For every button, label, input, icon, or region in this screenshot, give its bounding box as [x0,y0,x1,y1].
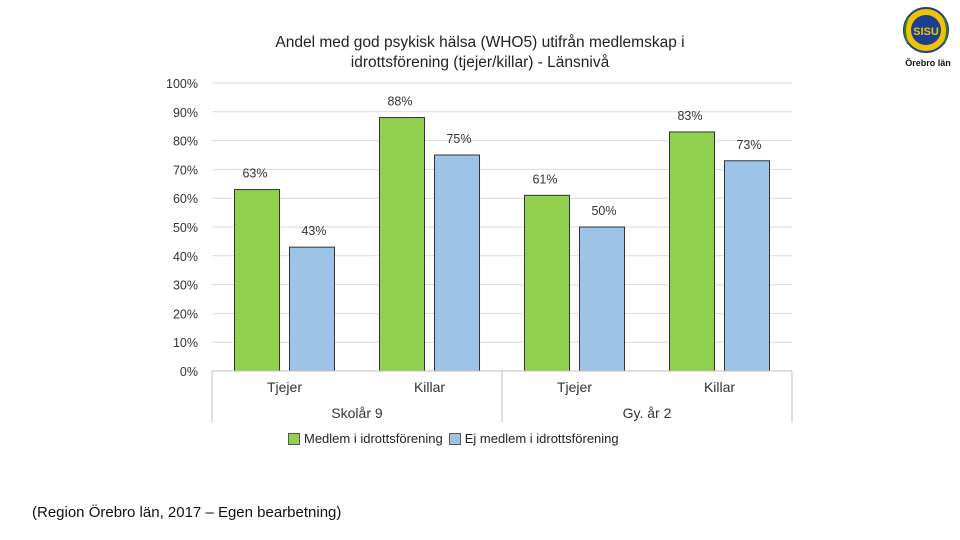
x-category-label: Tjejer [267,379,302,395]
legend-swatch-nonmember [448,432,461,445]
y-tick-label: 30% [173,279,198,293]
bar [379,117,425,372]
x-group-label: Skolår 9 [331,405,383,421]
x-category-label: Tjejer [557,379,592,395]
bars [234,117,770,372]
chart-title: Andel med god psykisk hälsa (WHO5) utifr… [200,33,760,73]
x-axis: Tjejer Killar Tjejer Killar Skolår 9 Gy. år 2 [211,370,793,422]
y-tick-label: 20% [173,307,198,321]
y-tick-label: 90% [173,106,198,120]
x-category-label: Killar [414,379,445,395]
data-label: 73% [736,138,761,152]
legend-swatch-member [288,432,300,445]
y-axis: 0% 10% 20% 30% 40% 50% 60% 70% 80% 90% 100% [166,77,198,379]
data-label: 61% [532,172,557,186]
y-tick-label: 10% [173,336,198,350]
chart-title-line-2: idrottsförening (tjejer/killar) - Länsni… [350,54,610,71]
legend-item-member: Medlem i idrottsförening [288,431,443,446]
data-label: 63% [242,167,267,181]
bar [434,154,480,372]
y-tick-label: 80% [173,135,198,149]
chart-title-line-1: Andel med god psykisk hälsa (WHO5) utifr… [275,34,685,51]
y-tick-label: 60% [173,192,198,206]
bar [669,131,715,372]
sisu-logo-icon: SISU [903,7,949,53]
y-tick-label: 0% [180,365,198,379]
legend-label-member: Medlem i idrottsförening [304,431,443,446]
data-label: 75% [446,132,471,146]
x-group-label: Gy. år 2 [623,405,672,421]
bar [289,246,335,372]
bar [724,160,770,372]
x-category-label: Killar [704,379,735,395]
data-label: 88% [387,95,412,109]
y-tick-label: 50% [173,221,198,235]
data-labels: 63% 43% 88% 75% 61% 50% 83% 73% [242,95,761,239]
source-note: (Region Örebro län, 2017 – Egen bearbetn… [32,504,342,521]
data-label: 83% [677,109,702,123]
data-label: 50% [591,204,616,218]
legend: Medlem i idrottsförening Ej medlem i idr… [288,431,619,446]
y-tick-label: 70% [173,163,198,177]
data-label: 43% [301,224,326,238]
legend-label-nonmember: Ej medlem i idrottsförening [464,431,619,446]
logo-emblem-text: SISU [913,26,939,38]
legend-item-nonmember: Ej medlem i idrottsförening [448,431,619,446]
y-tick-label: 40% [173,250,198,264]
bar [234,189,280,372]
bar [524,194,570,372]
bar [579,226,625,372]
y-tick-label: 100% [166,77,198,91]
logo-text: Örebro län [905,58,951,68]
